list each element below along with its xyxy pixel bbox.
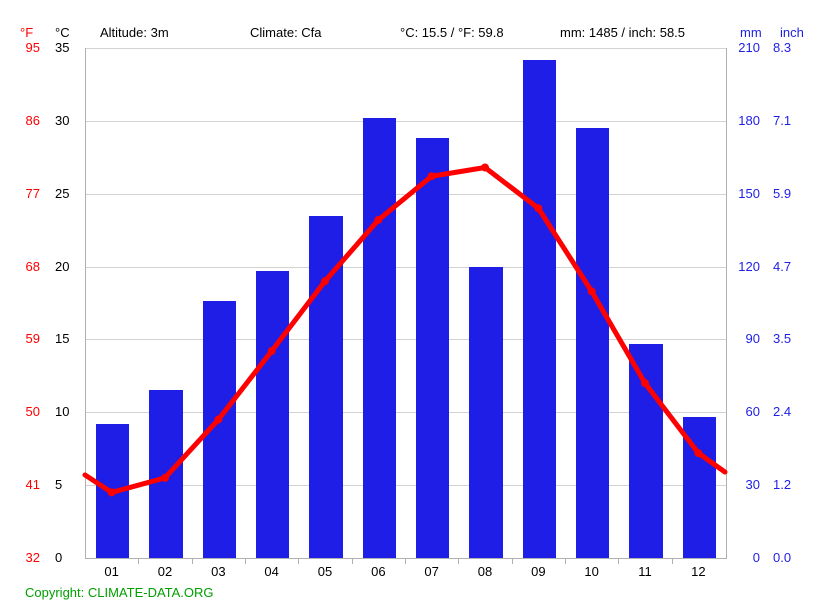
tick-label-f: 59 <box>10 331 40 346</box>
x-tick-label: 04 <box>260 564 284 579</box>
x-tick-mark <box>618 558 619 564</box>
precip-bar <box>683 417 716 558</box>
tick-label-f: 86 <box>10 113 40 128</box>
x-tick-mark <box>458 558 459 564</box>
x-tick-mark <box>672 558 673 564</box>
temp-label: °C: 15.5 / °F: 59.8 <box>400 25 504 40</box>
precip-bar <box>149 390 182 558</box>
tick-label-inch: 3.5 <box>773 331 791 346</box>
tick-label-c: 35 <box>55 40 69 55</box>
tick-label-c: 5 <box>55 477 62 492</box>
tick-label-mm: 210 <box>730 40 760 55</box>
precip-bar <box>416 138 449 558</box>
precip-bar <box>469 267 502 558</box>
x-tick-label: 09 <box>526 564 550 579</box>
grid-line <box>86 194 726 195</box>
tick-label-inch: 7.1 <box>773 113 791 128</box>
tick-label-mm: 0 <box>730 550 760 565</box>
precip-bar <box>309 216 342 558</box>
tick-label-inch: 8.3 <box>773 40 791 55</box>
tick-label-mm: 180 <box>730 113 760 128</box>
tick-label-c: 15 <box>55 331 69 346</box>
tick-label-inch: 4.7 <box>773 259 791 274</box>
axis-header-mm: mm <box>740 25 762 40</box>
precip-bar <box>629 344 662 558</box>
x-tick-label: 07 <box>420 564 444 579</box>
x-tick-label: 12 <box>686 564 710 579</box>
precip-bar <box>203 301 236 558</box>
x-tick-mark <box>138 558 139 564</box>
climate-chart: °F °C mm inch Altitude: 3m Climate: Cfa … <box>0 0 815 611</box>
precip-bar <box>523 60 556 558</box>
x-tick-mark <box>565 558 566 564</box>
tick-label-mm: 30 <box>730 477 760 492</box>
tick-label-inch: 1.2 <box>773 477 791 492</box>
tick-label-f: 41 <box>10 477 40 492</box>
tick-label-inch: 0.0 <box>773 550 791 565</box>
x-tick-mark <box>245 558 246 564</box>
precip-bar <box>256 271 289 558</box>
x-tick-label: 10 <box>580 564 604 579</box>
x-tick-label: 08 <box>473 564 497 579</box>
x-tick-mark <box>298 558 299 564</box>
precip-label: mm: 1485 / inch: 58.5 <box>560 25 685 40</box>
axis-header-f: °F <box>20 25 33 40</box>
tick-label-f: 77 <box>10 186 40 201</box>
plot-area <box>85 48 727 559</box>
tick-label-c: 25 <box>55 186 69 201</box>
tick-label-inch: 5.9 <box>773 186 791 201</box>
climate-label: Climate: Cfa <box>250 25 322 40</box>
x-tick-label: 11 <box>633 564 657 579</box>
axis-header-inch: inch <box>780 25 804 40</box>
x-tick-label: 03 <box>206 564 230 579</box>
grid-line <box>86 48 726 49</box>
x-tick-mark <box>352 558 353 564</box>
tick-label-c: 10 <box>55 404 69 419</box>
altitude-label: Altitude: 3m <box>100 25 169 40</box>
tick-label-mm: 120 <box>730 259 760 274</box>
tick-label-mm: 60 <box>730 404 760 419</box>
x-tick-mark <box>405 558 406 564</box>
tick-label-c: 20 <box>55 259 69 274</box>
x-tick-label: 05 <box>313 564 337 579</box>
tick-label-f: 68 <box>10 259 40 274</box>
x-tick-label: 02 <box>153 564 177 579</box>
axis-header-c: °C <box>55 25 70 40</box>
x-tick-mark <box>192 558 193 564</box>
grid-line <box>86 121 726 122</box>
tick-label-f: 95 <box>10 40 40 55</box>
grid-line <box>86 339 726 340</box>
tick-label-inch: 2.4 <box>773 404 791 419</box>
x-tick-label: 06 <box>366 564 390 579</box>
tick-label-mm: 150 <box>730 186 760 201</box>
precip-bar <box>96 424 129 558</box>
tick-label-c: 0 <box>55 550 62 565</box>
precip-bar <box>576 128 609 558</box>
tick-label-f: 32 <box>10 550 40 565</box>
copyright-text: Copyright: CLIMATE-DATA.ORG <box>25 585 214 600</box>
grid-line <box>86 267 726 268</box>
precip-bar <box>363 118 396 558</box>
x-tick-label: 01 <box>100 564 124 579</box>
x-tick-mark <box>512 558 513 564</box>
tick-label-c: 30 <box>55 113 69 128</box>
tick-label-mm: 90 <box>730 331 760 346</box>
tick-label-f: 50 <box>10 404 40 419</box>
